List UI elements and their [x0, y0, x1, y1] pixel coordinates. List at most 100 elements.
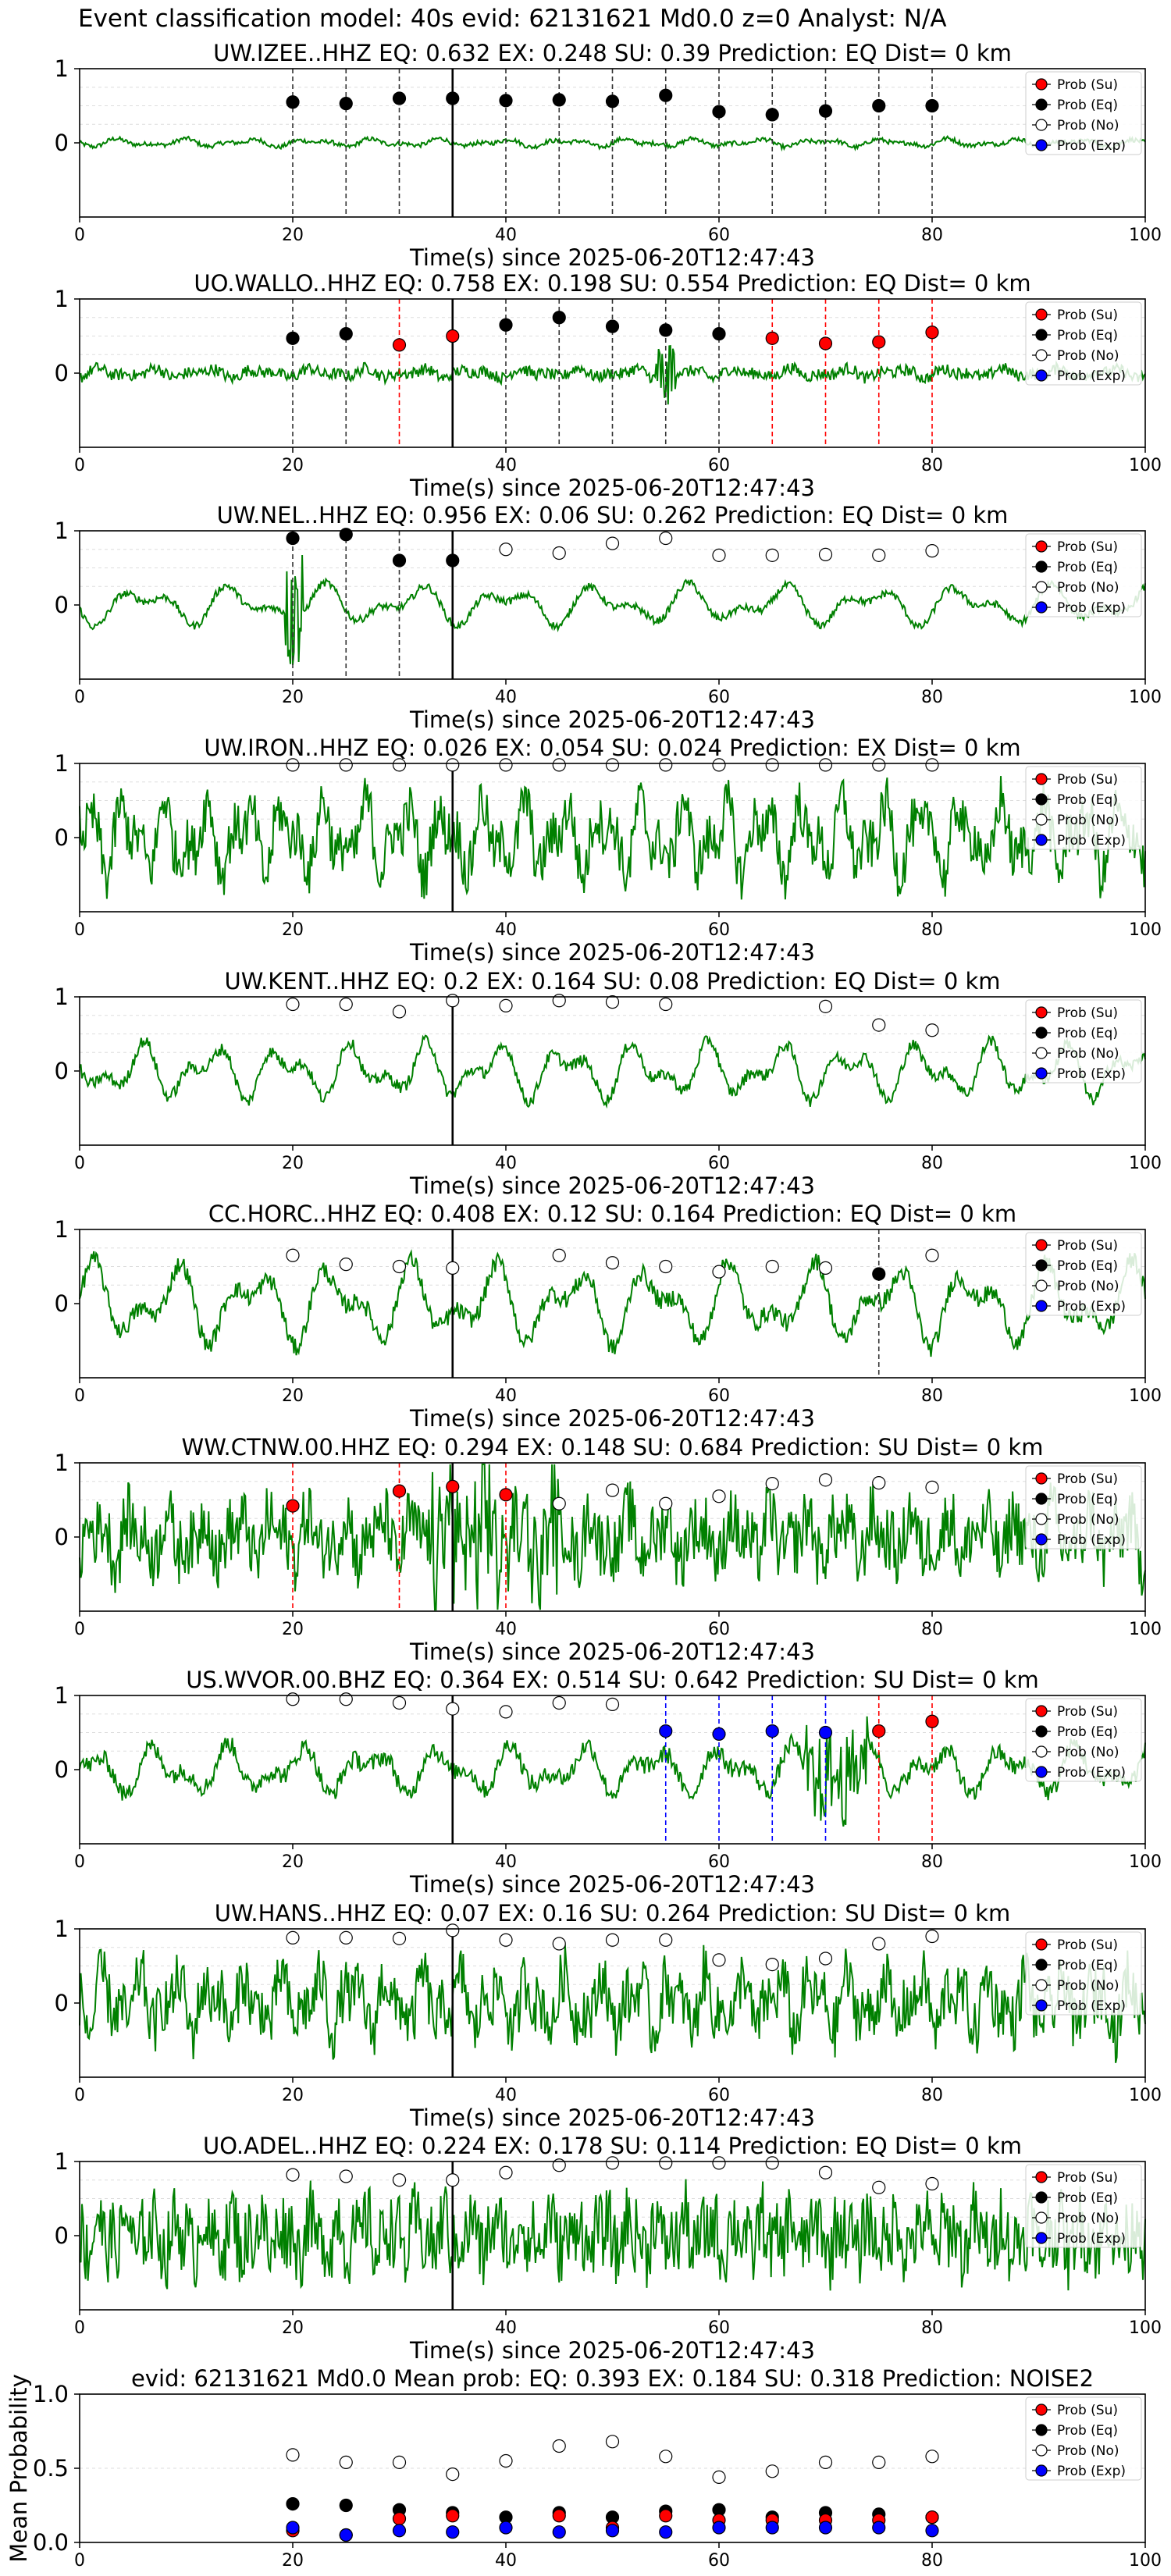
legend-label: Prob (Su) [1057, 1937, 1118, 1953]
legend-label: Prob (Exp) [1057, 833, 1126, 849]
x-tick-label: 100 [1129, 2318, 1162, 2338]
x-tick-label: 80 [921, 1852, 943, 1872]
prob-no-point [818, 1952, 833, 1966]
panel-3: UW.NEL..HHZ EQ: 0.956 EX: 0.06 SU: 0.262… [55, 502, 1162, 733]
prob-no-point [712, 2156, 726, 2170]
x-tick-label: 0 [74, 920, 85, 940]
legend-marker [1035, 369, 1048, 382]
x-tick-label: 60 [708, 1386, 730, 1406]
prob-no-point [925, 1248, 939, 1262]
legend-marker [1035, 1533, 1048, 1546]
prob-eq-point [446, 91, 460, 105]
panel-5: UW.KENT..HHZ EQ: 0.2 EX: 0.164 SU: 0.08 … [55, 968, 1162, 1199]
panel-4: UW.IRON..HHZ EQ: 0.026 EX: 0.054 SU: 0.0… [55, 735, 1162, 966]
legend-marker [1035, 773, 1048, 785]
legend-box [1025, 2396, 1142, 2481]
prob-eq-point [552, 311, 566, 325]
legend-marker [1035, 1239, 1048, 1251]
legend-marker [1035, 560, 1048, 573]
prob-no-point [925, 1480, 939, 1494]
waveform-trace [79, 2179, 1146, 2291]
legend-label: Prob (Eq) [1057, 328, 1118, 343]
prob-no-point [925, 2450, 939, 2464]
prob-no-point [392, 2173, 407, 2187]
axes-frame [79, 1229, 1146, 1379]
prob-eq-point [552, 93, 566, 107]
prob-exp-point [765, 2521, 779, 2535]
prob-exp-point [712, 1727, 726, 1741]
x-tick-label: 20 [282, 1386, 304, 1406]
panel-title: evid: 62131621 Md0.0 Mean prob: EQ: 0.39… [131, 2365, 1094, 2392]
prob-no-point [499, 543, 513, 557]
prob-no-point [659, 531, 673, 546]
x-axis-label: Time(s) since 2025-06-20T12:47:43 [409, 1871, 815, 1898]
prob-eq-point [339, 2498, 353, 2513]
prob-no-point [339, 1692, 353, 1706]
y-tick-label: 0 [55, 360, 69, 386]
legend-label: Prob (Exp) [1057, 368, 1126, 384]
waveform-trace [79, 135, 1146, 152]
prob-no-point [552, 2439, 566, 2453]
x-tick-label: 20 [282, 456, 304, 475]
x-tick-label: 80 [921, 920, 943, 940]
legend-marker [1035, 2232, 1048, 2244]
prob-exp-point [446, 2525, 460, 2539]
x-tick-label: 100 [1129, 1620, 1162, 1639]
prob-no-point [712, 2470, 726, 2484]
prob-su-point [872, 1724, 886, 1738]
prob-eq-point [286, 531, 300, 546]
x-tick-label: 0 [74, 226, 85, 245]
legend: Prob (Su) Prob (Eq) Prob (No) Prob (Exp) [1025, 2164, 1142, 2248]
prob-no-point [392, 1005, 407, 1019]
prob-no-point [605, 1697, 620, 1711]
x-tick-label: 100 [1129, 920, 1162, 940]
prob-no-point [499, 2165, 513, 2179]
prob-su-point [392, 1484, 407, 1498]
legend-label: Prob (No) [1057, 1279, 1119, 1294]
prob-su-point [872, 335, 886, 349]
prob-no-point [818, 2455, 833, 2469]
legend-label: Prob (Exp) [1057, 1998, 1126, 2014]
prob-no-point [392, 1931, 407, 1945]
waveform-trace [79, 1034, 1146, 1109]
x-tick-label: 20 [282, 920, 304, 940]
x-tick-label: 60 [708, 456, 730, 475]
y-tick-label: 0 [55, 1290, 69, 1317]
prob-no-point [605, 2156, 620, 2170]
x-tick-label: 0 [74, 2551, 85, 2571]
x-tick-label: 60 [708, 2318, 730, 2338]
legend: Prob (Su) Prob (Eq) Prob (No) Prob (Exp) [1025, 766, 1142, 850]
prob-su-point [925, 1714, 939, 1728]
y-tick-label: 0.0 [33, 2529, 69, 2556]
x-tick-label: 80 [921, 1154, 943, 1173]
x-tick-label: 80 [921, 1620, 943, 1639]
legend-marker [1035, 601, 1048, 614]
x-tick-label: 100 [1129, 2086, 1162, 2105]
x-tick-label: 20 [282, 2551, 304, 2571]
legend-marker [1035, 813, 1048, 826]
prob-eq-point [605, 319, 620, 333]
y-tick-label: 1 [55, 984, 69, 1010]
prob-no-point [392, 758, 407, 772]
legend-label: Prob (Eq) [1057, 560, 1118, 575]
panel-title: UW.IZEE..HHZ EQ: 0.632 EX: 0.248 SU: 0.3… [213, 40, 1012, 66]
x-tick-label: 40 [495, 1620, 517, 1639]
prob-eq-point [659, 88, 673, 102]
legend-marker [1035, 793, 1048, 806]
prob-su-point [765, 331, 779, 345]
prob-no-point [712, 548, 726, 562]
prob-exp-point [712, 2521, 726, 2535]
legend-marker [1035, 1047, 1048, 1059]
prob-su-point [659, 2509, 673, 2523]
prob-no-point [765, 2156, 779, 2170]
legend-label: Prob (Exp) [1057, 1765, 1126, 1781]
panel-1: UW.IZEE..HHZ EQ: 0.632 EX: 0.248 SU: 0.3… [55, 40, 1162, 271]
x-tick-label: 60 [708, 1852, 730, 1872]
prob-su-point [286, 1499, 300, 1513]
panel-2: UO.WALLO..HHZ EQ: 0.758 EX: 0.198 SU: 0.… [55, 270, 1162, 501]
prob-no-point [818, 1473, 833, 1487]
prob-no-point [818, 1261, 833, 1276]
y-tick-label: 0 [55, 1756, 69, 1783]
waveform-trace [79, 776, 1146, 900]
